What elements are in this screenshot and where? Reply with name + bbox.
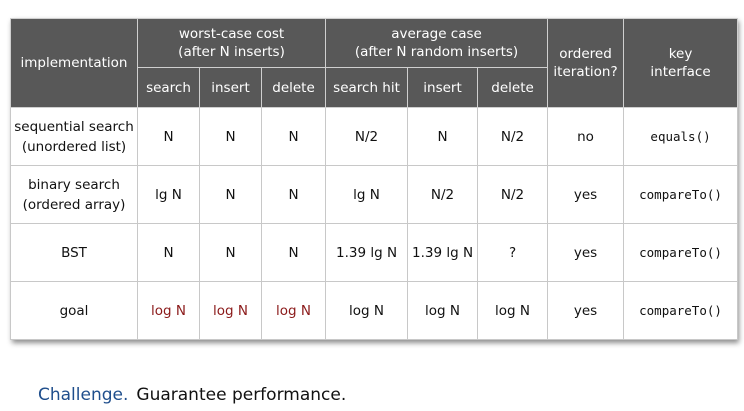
- header-average-case: average case (after N random inserts): [325, 18, 549, 68]
- cell-avg-delete: log N: [477, 281, 549, 340]
- row-impl-name: binary search (ordered array): [10, 165, 138, 224]
- cell-worst-delete: N: [260, 223, 327, 282]
- impl-name-line2: (unordered list): [21, 138, 127, 155]
- header-worst-case: worst-case cost (after N inserts): [136, 18, 327, 68]
- cell-avg-insert: log N: [407, 281, 479, 340]
- header-worst-case-line2: (after N inserts): [178, 44, 285, 60]
- cell-worst-search: log N: [137, 281, 200, 340]
- cell-avg-insert: N: [407, 107, 479, 166]
- cell-ordered-iteration: yes: [547, 281, 625, 340]
- challenge-caption: Challenge. Guarantee performance.: [38, 384, 346, 406]
- cell-key-interface: compareTo(): [623, 281, 739, 340]
- cell-worst-search: N: [137, 223, 200, 282]
- cell-avg-delete: N/2: [477, 107, 549, 166]
- cell-avg-delete: N/2: [477, 165, 549, 224]
- cell-worst-delete: log N: [260, 281, 327, 340]
- cell-avg-search-hit: log N: [325, 281, 409, 340]
- cell-worst-search: N: [137, 107, 200, 166]
- cell-ordered-iteration: no: [547, 107, 625, 166]
- subheader-avg-search-hit: search hit: [325, 67, 409, 108]
- row-impl-name: BST: [10, 223, 138, 282]
- cell-key-interface: compareTo(): [623, 165, 739, 224]
- subheader-avg-delete: delete: [477, 67, 549, 108]
- challenge-text: Guarantee performance.: [136, 385, 347, 405]
- cell-ordered-iteration: yes: [547, 223, 625, 282]
- table-row-sequential-search: sequential search (unordered list) N N N…: [10, 107, 739, 166]
- cell-avg-search-hit: 1.39 lg N: [325, 223, 409, 282]
- cell-worst-insert: log N: [199, 281, 262, 340]
- header-implementation: implementation: [10, 18, 138, 108]
- cell-avg-search-hit: lg N: [325, 165, 409, 224]
- cell-worst-insert: N: [199, 223, 262, 282]
- cell-avg-insert: 1.39 lg N: [407, 223, 479, 282]
- subheader-worst-insert: insert: [199, 67, 262, 108]
- cell-worst-insert: N: [199, 107, 262, 166]
- header-key-interface: key interface: [623, 18, 739, 108]
- cell-avg-delete: ?: [477, 223, 549, 282]
- header-worst-case-line1: worst-case cost: [178, 26, 285, 42]
- cell-worst-delete: N: [260, 165, 327, 224]
- header-average-case-line2: (after N random inserts): [354, 44, 519, 60]
- cell-worst-delete: N: [260, 107, 327, 166]
- cell-key-interface: compareTo(): [623, 223, 739, 282]
- row-impl-name: sequential search (unordered list): [10, 107, 138, 166]
- table-row-bst: BST N N N 1.39 lg N 1.39 lg N ? yes comp…: [10, 223, 739, 282]
- impl-name-line1: binary search: [28, 176, 120, 193]
- impl-name-line2: (ordered array): [22, 196, 126, 213]
- header-ordered-line2: iteration?: [553, 64, 618, 80]
- table-row-goal: goal log N log N log N log N log N log N…: [10, 281, 739, 340]
- cell-key-interface: equals(): [623, 107, 739, 166]
- impl-name-line1: sequential search: [14, 118, 134, 135]
- symbol-table-comparison-table: implementation worst-case cost (after N …: [10, 18, 739, 340]
- cell-avg-insert: N/2: [407, 165, 479, 224]
- row-impl-name: goal: [10, 281, 138, 340]
- subheader-worst-search: search: [137, 67, 200, 108]
- cell-ordered-iteration: yes: [547, 165, 625, 224]
- header-average-case-line1: average case: [391, 26, 482, 42]
- challenge-label: Challenge.: [38, 385, 129, 405]
- header-ordered-line1: ordered: [559, 46, 612, 62]
- header-key-interface-line1: key: [668, 46, 693, 62]
- cell-avg-search-hit: N/2: [325, 107, 409, 166]
- subheader-worst-delete: delete: [260, 67, 327, 108]
- cell-worst-insert: N: [199, 165, 262, 224]
- cell-worst-search: lg N: [137, 165, 200, 224]
- table-row-binary-search: binary search (ordered array) lg N N N l…: [10, 165, 739, 224]
- comparison-table-container: implementation worst-case cost (after N …: [10, 18, 739, 340]
- subheader-avg-insert: insert: [407, 67, 479, 108]
- header-key-interface-line2: interface: [650, 64, 711, 80]
- header-ordered-iteration: ordered iteration?: [547, 18, 625, 108]
